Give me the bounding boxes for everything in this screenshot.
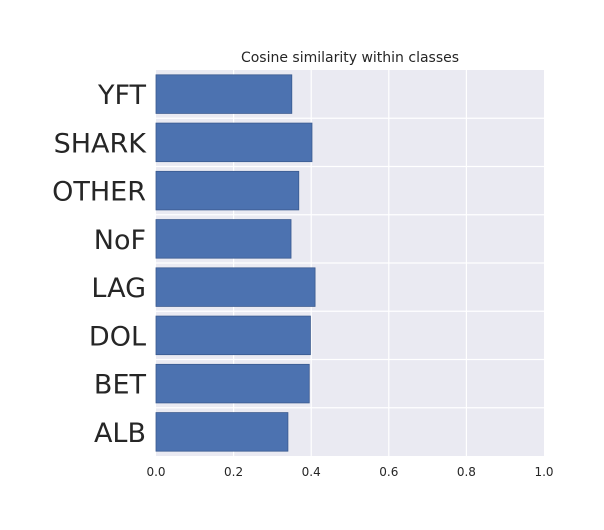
category-label-other: OTHER — [52, 177, 146, 208]
category-label-alb: ALB — [94, 418, 146, 449]
bar-bet — [155, 363, 310, 404]
bar-shark — [155, 122, 313, 163]
x-tick-label: 1.0 — [534, 465, 553, 479]
category-label-lag: LAG — [91, 273, 146, 304]
x-tick-label: 0.8 — [457, 465, 476, 479]
gridlines — [156, 70, 544, 456]
bar-alb — [155, 412, 289, 452]
x-tick-label: 0.2 — [224, 465, 243, 479]
x-tick-labels: 0.0 0.2 0.4 0.6 0.8 1.0 — [146, 465, 553, 479]
bar-dol — [155, 315, 311, 356]
chart-title: Cosine similarity within classes — [241, 50, 459, 66]
bar-yft — [155, 74, 293, 114]
category-labels: ALB BET DOL LAG NoF OTHER SHARK YFT — [52, 80, 147, 449]
x-tick-label: 0.4 — [302, 465, 321, 479]
bar-other — [155, 170, 300, 211]
bar-nof — [155, 219, 292, 259]
bars — [155, 74, 316, 452]
x-tick-label: 0.6 — [379, 465, 398, 479]
x-tick-label: 0.0 — [146, 465, 165, 479]
category-label-dol: DOL — [89, 321, 146, 352]
bar-lag — [155, 267, 316, 307]
category-label-bet: BET — [94, 370, 147, 401]
category-label-nof: NoF — [94, 225, 146, 256]
category-label-yft: YFT — [97, 80, 147, 111]
category-label-shark: SHARK — [54, 128, 148, 159]
